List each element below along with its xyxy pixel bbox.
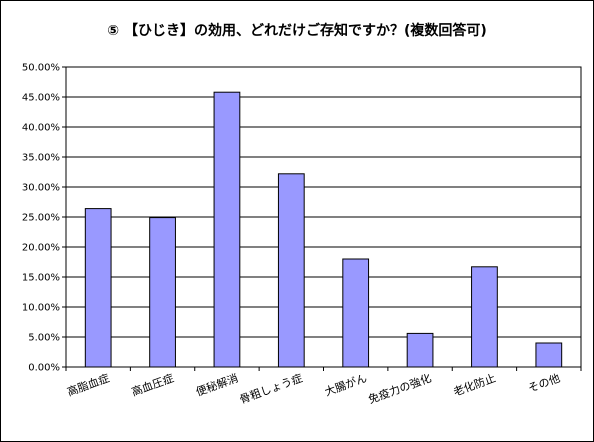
x-category-label: 大腸がん	[323, 371, 369, 399]
x-category-label: 免疫力の強化	[366, 371, 433, 407]
bar	[406, 332, 434, 368]
bars	[84, 91, 563, 368]
y-tick-label: 40.00%	[22, 123, 60, 134]
bar	[342, 258, 370, 368]
bar	[277, 173, 305, 368]
gridlines	[66, 66, 581, 338]
y-tick-label: 30.00%	[22, 183, 60, 194]
bar	[149, 217, 176, 368]
bar	[471, 266, 498, 368]
bar	[213, 91, 241, 368]
y-tick-label: 35.00%	[22, 153, 60, 164]
y-axis-tick-labels: 0.00% 5.00% 10.00% 15.00% 20.00% 25.00% 30.00%…	[22, 63, 60, 374]
y-tick-label: 0.00%	[28, 363, 60, 374]
axes	[62, 66, 582, 371]
bar	[535, 342, 563, 368]
y-tick-label: 50.00%	[22, 63, 60, 74]
y-tick-label: 10.00%	[22, 303, 60, 314]
y-tick-label: 5.00%	[28, 333, 60, 344]
chart-title: ⑤ 【ひじき】の効用、どれだけご存知ですか？(複数回答可)	[107, 23, 487, 39]
x-category-label: 高血圧症	[129, 371, 175, 399]
x-category-label: 便秘解消	[194, 371, 240, 399]
x-category-label: その他	[526, 372, 561, 396]
x-category-label: 老化防止	[451, 371, 497, 399]
y-tick-label: 25.00%	[22, 213, 60, 224]
x-category-label: 高脂血症	[65, 371, 111, 399]
y-tick-label: 45.00%	[22, 93, 60, 104]
bar	[84, 208, 112, 368]
y-tick-label: 15.00%	[22, 273, 60, 284]
x-category-label: 骨粗しょう症	[238, 371, 305, 407]
y-tick-label: 20.00%	[22, 243, 60, 254]
